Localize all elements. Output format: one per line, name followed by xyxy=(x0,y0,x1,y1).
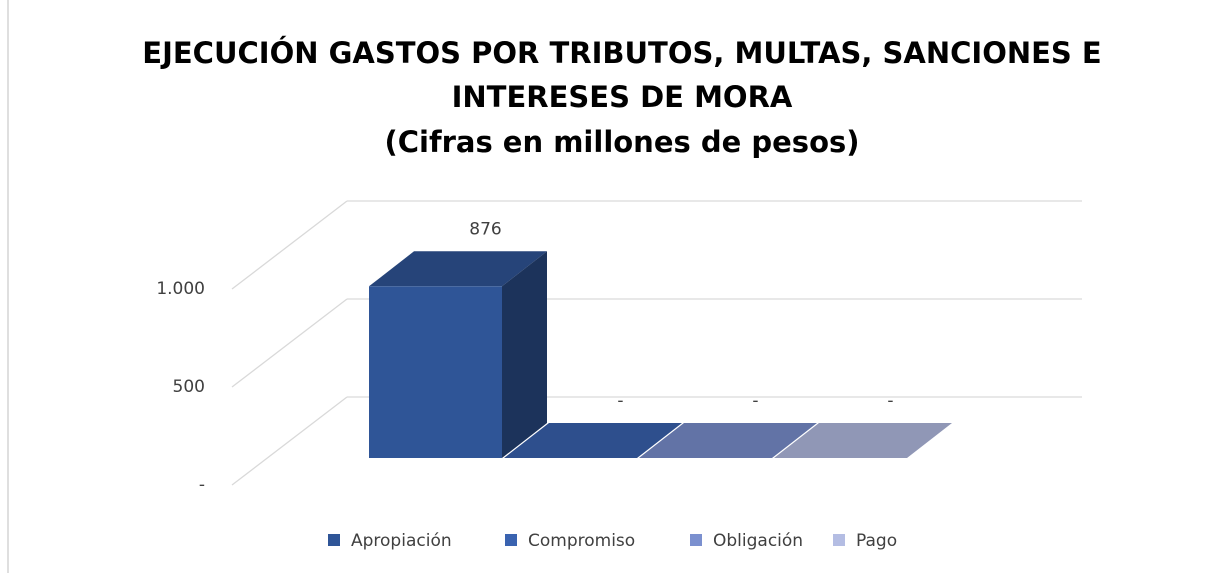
legend-swatch xyxy=(505,534,517,546)
data-label: - xyxy=(617,391,623,411)
data-label: - xyxy=(752,391,758,411)
data-label: 876 xyxy=(469,219,501,239)
legend-swatch xyxy=(690,534,702,546)
legend-label: Obligación xyxy=(713,531,803,551)
bar-top xyxy=(369,251,547,287)
chart-title: INTERESES DE MORA xyxy=(452,80,793,114)
bar-side xyxy=(502,251,547,458)
y-tick-label: 500 xyxy=(173,377,205,397)
bar-top xyxy=(774,423,952,458)
legend-label: Apropiación xyxy=(351,531,452,551)
y-tick-label: 1.000 xyxy=(156,279,205,299)
legend-label: Compromiso xyxy=(528,531,635,551)
bar xyxy=(369,286,502,458)
chart-title: EJECUCIÓN GASTOS POR TRIBUTOS, MULTAS, S… xyxy=(142,36,1101,70)
data-label: - xyxy=(887,391,893,411)
bar-top xyxy=(504,423,682,458)
legend-swatch xyxy=(328,534,340,546)
legend-swatch xyxy=(833,534,845,546)
bar-top xyxy=(639,423,817,458)
legend-label: Pago xyxy=(856,531,897,551)
grid-line xyxy=(231,200,348,290)
chart-subtitle: (Cifras en millones de pesos) xyxy=(384,125,859,159)
y-tick-label: - xyxy=(199,475,205,495)
grid-line xyxy=(231,298,348,388)
grid-line xyxy=(231,396,348,486)
